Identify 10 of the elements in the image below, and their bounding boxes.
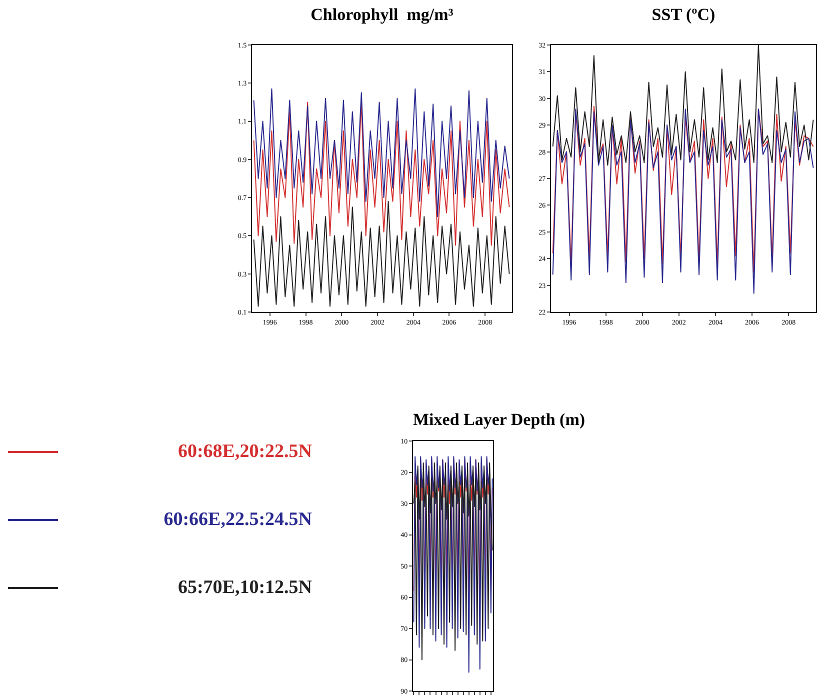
text: 65:70E,10:12.5N	[176, 577, 312, 599]
chart-title: SST (ºC)	[652, 4, 716, 24]
text: 60:68E,20:22.5N	[176, 441, 312, 463]
chart-title: Chlorophyll mg/m³	[310, 4, 454, 24]
line-series	[552, 45, 814, 166]
text: 60:66E,22.5:24.5N	[162, 509, 312, 531]
line-series	[253, 200, 510, 307]
line-series	[253, 102, 510, 246]
line-series	[253, 88, 510, 218]
chart-title: Mixed Layer Depth (m)	[413, 410, 586, 429]
